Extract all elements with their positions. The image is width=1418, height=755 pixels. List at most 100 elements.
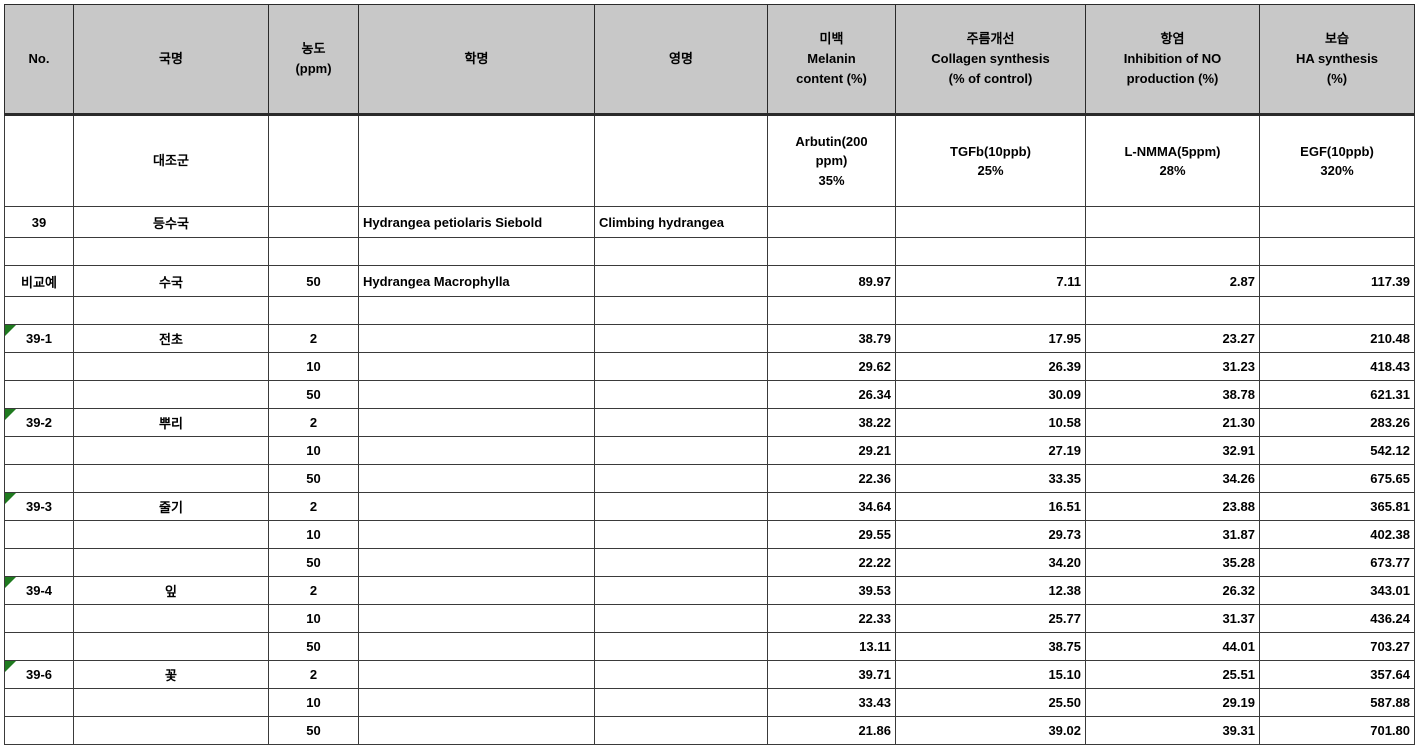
cell-korean-name: 전초 [73, 324, 269, 353]
cell-scientific-name [358, 237, 595, 266]
cell-scientific-name [358, 660, 595, 689]
cell-no: 39-1 [4, 324, 74, 353]
column-header-concentration: 농도 (ppm) [268, 4, 359, 116]
cell-wrinkle: 33.35 [895, 464, 1086, 493]
cell-wrinkle: 16.51 [895, 492, 1086, 521]
comment-marker-icon [5, 493, 16, 504]
cell-korean-name [73, 520, 269, 549]
cell-korean-name-text: 뿌리 [159, 416, 183, 431]
table-row: 39-6 꽃 2 39.71 15.10 25.51 357.64 [4, 660, 1415, 689]
cell-no: 39-4 [4, 576, 74, 605]
cell-scientific-name [358, 492, 595, 521]
cell-english-name [594, 548, 768, 577]
cell-concentration-text: 10 [306, 611, 321, 626]
table-row: 39 등수국 Hydrangea petiolaris Siebold Climbin… [4, 206, 1415, 238]
cell-antiinflammation: 25.51 [1085, 660, 1260, 689]
cell-wrinkle: 27.19 [895, 436, 1086, 465]
cell-scientific-name [358, 380, 595, 409]
cell-wrinkle: 25.77 [895, 604, 1086, 633]
cell-moisturizing: 402.38 [1259, 520, 1415, 549]
cell-moisturizing-text: 436.24 [1370, 611, 1410, 626]
cell-korean-name [73, 688, 269, 717]
cell-concentration-text: 2 [309, 499, 318, 514]
cell-scientific-name: Hydrangea petiolaris Siebold [358, 206, 595, 238]
table-row: 10 33.43 25.50 29.19 587.88 [4, 688, 1415, 717]
comment-marker-icon [5, 577, 16, 588]
cell-korean-name [73, 436, 269, 465]
cell-wrinkle: 30.09 [895, 380, 1086, 409]
cell-scientific-name [358, 296, 595, 325]
cell-scientific-name: Hydrangea Macrophylla [358, 265, 595, 297]
cell-antiinflammation-text: 32.91 [1222, 443, 1255, 458]
cell-korean-name: 뿌리 [73, 408, 269, 437]
control-wrinkle-value: 25% [977, 163, 1004, 178]
table-spacer-row [4, 237, 1415, 266]
cell-moisturizing-text: 701.80 [1370, 723, 1410, 738]
cell-wrinkle: 29.73 [895, 520, 1086, 549]
cell-whitening-text: 33.43 [858, 695, 891, 710]
cell-no [4, 296, 74, 325]
header-scientific-name-label: 학명 [464, 50, 489, 66]
cell-scientific-name-text: Hydrangea Macrophylla [363, 273, 510, 289]
cell-concentration: 50 [268, 464, 359, 493]
cell-moisturizing: 701.80 [1259, 716, 1415, 745]
cell-concentration: 10 [268, 688, 359, 717]
cell-moisturizing: 436.24 [1259, 604, 1415, 633]
cell-korean-name: 줄기 [73, 492, 269, 521]
cell-wrinkle-text: 12.38 [1048, 583, 1081, 598]
cell-antiinflammation-text: 26.32 [1222, 583, 1255, 598]
cell-wrinkle-text: 39.02 [1048, 723, 1081, 738]
cell-scientific-name [358, 688, 595, 717]
cell-antiinflammation-text: 2.87 [1229, 273, 1255, 289]
cell-korean-name-text: 잎 [165, 584, 177, 599]
cell-no [4, 380, 74, 409]
control-moisturizing-cell: EGF(10ppb) 320% [1259, 113, 1415, 207]
cell-moisturizing-text: 675.65 [1370, 471, 1410, 486]
cell-whitening: 29.62 [767, 352, 896, 381]
header-korean-name-label: 국명 [159, 50, 183, 66]
cell-no [4, 436, 74, 465]
cell-moisturizing-text: 621.31 [1370, 387, 1410, 402]
control-no-cell [4, 113, 74, 207]
comment-marker-icon [5, 325, 16, 336]
cell-antiinflammation: 2.87 [1085, 265, 1260, 297]
cell-antiinflammation: 35.28 [1085, 548, 1260, 577]
cell-antiinflammation: 32.91 [1085, 436, 1260, 465]
cell-no [4, 352, 74, 381]
control-label: 대조군 [153, 153, 189, 169]
cell-no-text: 39-1 [25, 331, 53, 346]
cell-concentration-text: 10 [306, 527, 321, 542]
cell-korean-name [73, 380, 269, 409]
table-header-row: No. 국명 농도 (ppm) 학명 영명 미백 Melanin [4, 4, 1415, 116]
cell-no: 비교예 [4, 265, 74, 297]
cell-antiinflammation-text: 38.78 [1222, 387, 1255, 402]
table-row: 50 22.36 33.35 34.26 675.65 [4, 464, 1415, 493]
cell-korean-name-text: 등수국 [153, 215, 189, 231]
cell-concentration [268, 237, 359, 266]
cell-moisturizing: 675.65 [1259, 464, 1415, 493]
cell-concentration-text: 10 [306, 359, 321, 374]
cell-moisturizing: 418.43 [1259, 352, 1415, 381]
cell-whitening-text: 29.21 [858, 443, 891, 458]
cell-korean-name: 등수국 [73, 206, 269, 238]
cell-concentration-text: 10 [306, 695, 321, 710]
cell-antiinflammation-text: 39.31 [1222, 723, 1255, 738]
table-spacer-row [4, 296, 1415, 325]
cell-concentration-text: 50 [306, 555, 321, 570]
cell-korean-name [73, 548, 269, 577]
cell-whitening: 39.53 [767, 576, 896, 605]
spreadsheet-table: No. 국명 농도 (ppm) 학명 영명 미백 Melanin [0, 4, 1418, 755]
header-whitening-label: 미백 [819, 30, 844, 46]
cell-scientific-name [358, 408, 595, 437]
header-antiinflammation-en: Inhibition of NO [1123, 50, 1222, 66]
header-moisturizing-label: 보습 [1325, 30, 1349, 46]
cell-whitening: 39.71 [767, 660, 896, 689]
cell-english-name [594, 716, 768, 745]
header-whitening-en: Melanin [807, 50, 856, 66]
cell-korean-name-text: 꽃 [165, 668, 177, 683]
cell-scientific-name-text: Hydrangea petiolaris Siebold [363, 214, 543, 230]
cell-whitening-text: 22.33 [858, 611, 891, 626]
cell-no-text: 비교예 [21, 274, 57, 290]
cell-whitening-text: 22.36 [858, 471, 891, 486]
cell-moisturizing-text: 673.77 [1370, 555, 1410, 570]
